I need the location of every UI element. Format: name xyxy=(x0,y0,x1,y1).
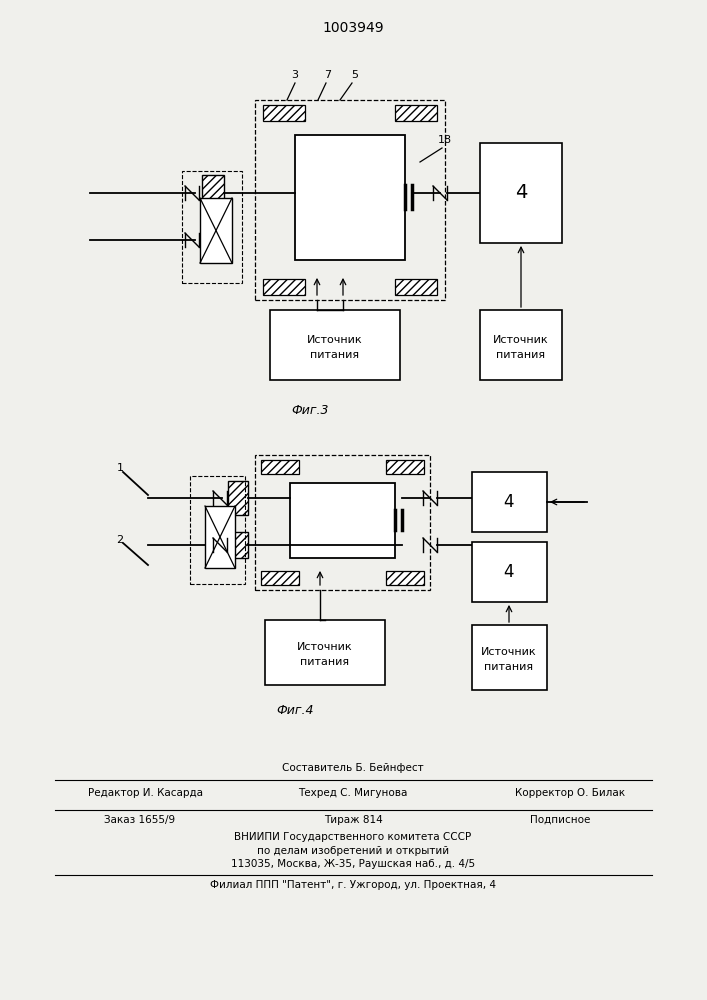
Text: Источник: Источник xyxy=(297,642,353,652)
Bar xyxy=(200,198,232,263)
Bar xyxy=(263,105,305,121)
Bar xyxy=(255,100,445,300)
Bar xyxy=(261,460,299,474)
Bar xyxy=(395,105,437,121)
Text: 3: 3 xyxy=(291,70,298,80)
Bar xyxy=(182,171,242,283)
Text: Корректор О. Билак: Корректор О. Билак xyxy=(515,788,625,798)
Bar xyxy=(202,225,224,253)
Bar xyxy=(228,532,248,558)
Text: Составитель Б. Бейнфест: Составитель Б. Бейнфест xyxy=(282,763,423,773)
Text: Источник: Источник xyxy=(307,335,363,345)
Text: ВНИИПИ Государственного комитета СССР: ВНИИПИ Государственного комитета СССР xyxy=(235,832,472,842)
Text: питания: питания xyxy=(496,350,546,360)
Text: по делам изобретений и открытий: по делам изобретений и открытий xyxy=(257,846,449,856)
Text: 18: 18 xyxy=(438,135,452,145)
Text: Тираж 814: Тираж 814 xyxy=(324,815,382,825)
Bar xyxy=(228,481,248,515)
Bar xyxy=(255,455,430,590)
Text: Фиг.4: Фиг.4 xyxy=(276,704,314,716)
Text: 1003949: 1003949 xyxy=(322,21,384,35)
Bar xyxy=(270,310,400,380)
Bar xyxy=(480,310,562,380)
Text: 113035, Москва, Ж-35, Раушская наб., д. 4/5: 113035, Москва, Ж-35, Раушская наб., д. … xyxy=(231,859,475,869)
Bar xyxy=(261,571,299,585)
Text: Редактор И. Касарда: Редактор И. Касарда xyxy=(88,788,202,798)
Text: Источник: Источник xyxy=(493,335,549,345)
Text: 4: 4 xyxy=(504,493,514,511)
Text: 2: 2 xyxy=(117,535,124,545)
Bar xyxy=(386,460,424,474)
Bar xyxy=(395,279,437,295)
Text: Техред С. Мигунова: Техред С. Мигунова xyxy=(298,788,408,798)
Text: питания: питания xyxy=(300,657,349,667)
Text: Фиг.3: Фиг.3 xyxy=(291,403,329,416)
Text: Источник: Источник xyxy=(481,647,537,657)
Text: 4: 4 xyxy=(515,184,527,202)
Bar xyxy=(290,483,395,558)
Bar xyxy=(480,143,562,243)
Text: 5: 5 xyxy=(351,70,358,80)
Bar xyxy=(472,472,547,532)
Bar xyxy=(205,506,235,568)
Text: питания: питания xyxy=(484,662,534,672)
Text: Подписное: Подписное xyxy=(530,815,590,825)
Bar xyxy=(472,625,547,690)
Bar xyxy=(190,476,245,584)
Bar xyxy=(295,135,405,260)
Text: 4: 4 xyxy=(504,563,514,581)
Text: питания: питания xyxy=(310,350,360,360)
Bar xyxy=(472,542,547,602)
Bar xyxy=(202,175,224,211)
Text: 1: 1 xyxy=(117,463,124,473)
Text: 7: 7 xyxy=(325,70,332,80)
Bar xyxy=(386,571,424,585)
Bar xyxy=(265,620,385,685)
Bar xyxy=(263,279,305,295)
Text: Филиал ППП "Патент", г. Ужгород, ул. Проектная, 4: Филиал ППП "Патент", г. Ужгород, ул. Про… xyxy=(210,880,496,890)
Text: Заказ 1655/9: Заказ 1655/9 xyxy=(105,815,175,825)
